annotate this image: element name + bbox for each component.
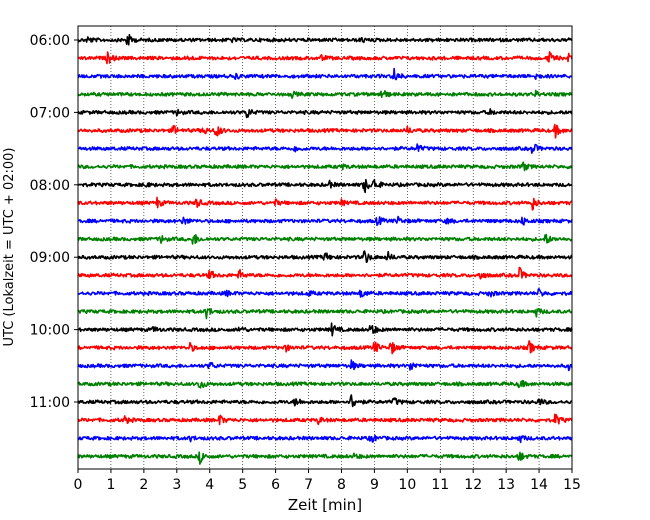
x-tick-label: 9 (370, 477, 379, 493)
x-axis-ticks: 0 1 2 3 4 5 6 7 8 9 10 11 12 13 14 15 (74, 469, 581, 493)
y-tick-label: 10:00 (30, 323, 70, 339)
seismogram-trace (77, 143, 573, 154)
seismogram-trace (77, 266, 573, 280)
seismogram-trace (77, 250, 573, 264)
y-tick-label: 09:00 (30, 250, 70, 266)
seismogram-trace (77, 434, 573, 444)
seismogram-trace (77, 89, 573, 99)
x-tick-label: 14 (530, 477, 548, 493)
x-tick-label: 13 (497, 477, 515, 493)
y-axis-ticks: 06:00 07:00 08:00 09:00 10:00 11:00 (30, 33, 78, 411)
y-tick-label: 07:00 (30, 105, 70, 121)
x-tick-label: 0 (74, 477, 83, 493)
x-tick-label: 6 (271, 477, 280, 493)
seismogram-trace (77, 215, 573, 227)
seismogram-trace (77, 322, 573, 337)
seismogram-trace (77, 51, 573, 65)
x-tick-label: 7 (304, 477, 313, 493)
seismogram-trace (77, 340, 573, 355)
x-tick-label: 10 (398, 477, 416, 493)
seismogram-trace (77, 379, 573, 389)
x-axis-label: Zeit [min] (288, 496, 362, 514)
y-tick-label: 08:00 (30, 178, 70, 194)
seismogram-trace (77, 413, 573, 426)
y-tick-label: 06:00 (30, 33, 70, 49)
seismogram-trace (77, 161, 573, 172)
seismogram-trace (77, 108, 573, 119)
y-axis-label: UTC (Lokalzeit = UTC + 02:00) (2, 148, 17, 347)
grid (110, 26, 540, 469)
seismogram-trace (77, 233, 573, 245)
x-tick-label: 5 (238, 477, 247, 493)
seismogram-traces (77, 33, 573, 465)
seismogram-trace (77, 451, 573, 465)
seismogram-trace (77, 308, 573, 320)
seismogram-trace (77, 359, 573, 372)
x-tick-label: 11 (431, 477, 449, 493)
seismogram-trace (77, 33, 573, 46)
x-tick-label: 4 (205, 477, 214, 493)
y-tick-label: 11:00 (30, 395, 70, 411)
seismogram-trace (77, 67, 573, 81)
plot-frame (77, 25, 573, 470)
x-tick-label: 3 (172, 477, 181, 493)
x-tick-label: 2 (139, 477, 148, 493)
seismogram-trace (77, 196, 573, 211)
seismogram-trace (77, 288, 573, 298)
x-tick-label: 12 (464, 477, 482, 493)
x-tick-label: 15 (563, 477, 581, 493)
x-tick-label: 1 (106, 477, 115, 493)
seismogram-trace (77, 394, 573, 408)
seismogram-trace (77, 123, 573, 139)
seismogram-trace (77, 178, 573, 194)
x-tick-label: 8 (337, 477, 346, 493)
